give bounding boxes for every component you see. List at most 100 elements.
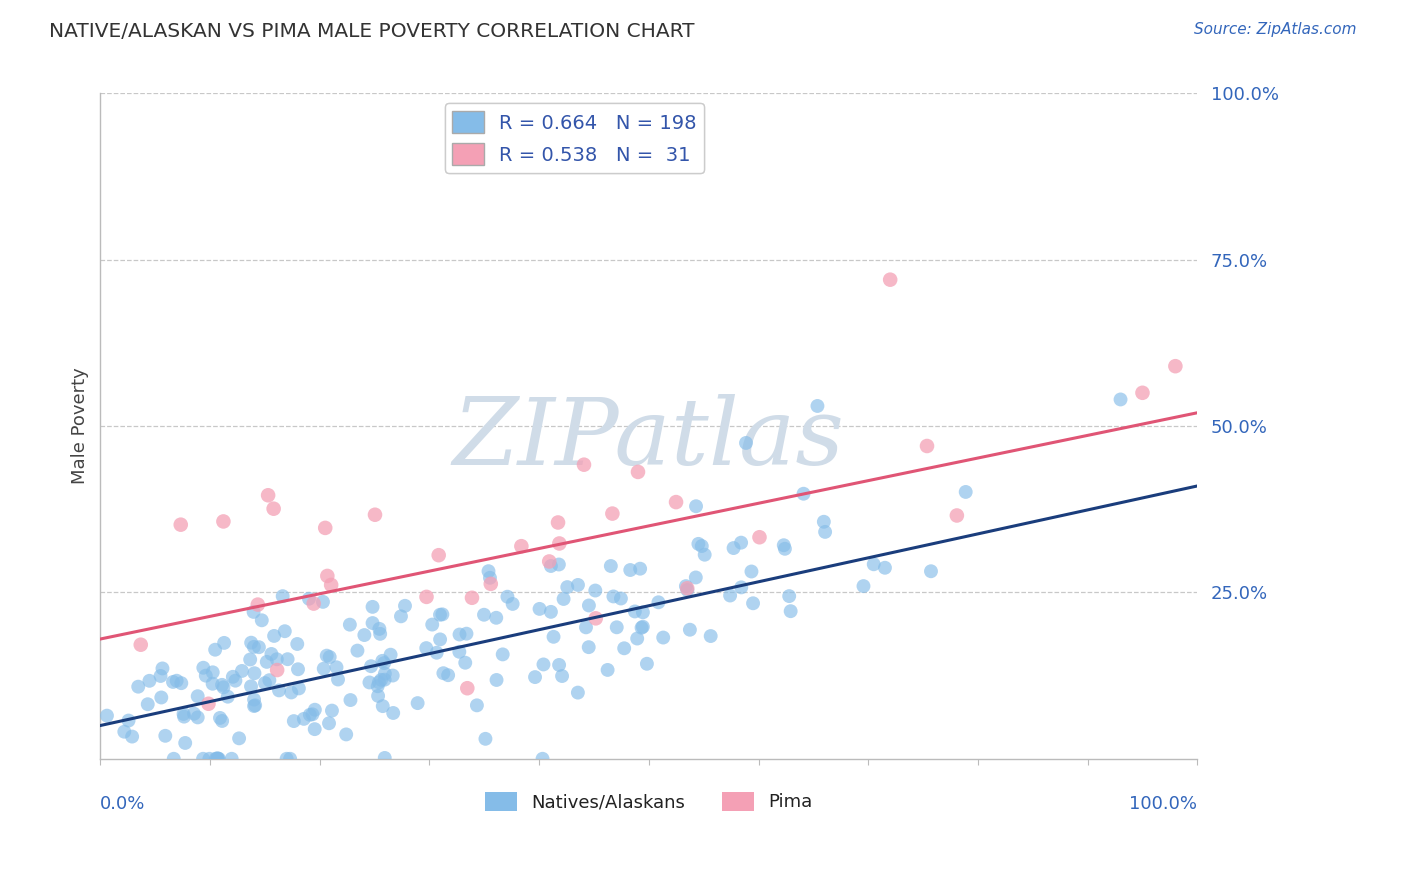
Point — [626, 632, 648, 646]
Point — [624, 604, 647, 618]
Point — [437, 668, 460, 682]
Point — [222, 670, 245, 684]
Point — [429, 607, 451, 622]
Point — [551, 669, 574, 683]
Point — [263, 501, 285, 516]
Point — [271, 589, 294, 603]
Point — [381, 668, 404, 682]
Point — [862, 558, 884, 572]
Point — [485, 611, 508, 625]
Point — [553, 591, 575, 606]
Point — [374, 673, 396, 687]
Point — [243, 698, 266, 713]
Y-axis label: Male Poverty: Male Poverty — [72, 368, 89, 484]
Point — [873, 561, 896, 575]
Point — [243, 666, 266, 681]
Point — [150, 690, 173, 705]
Point — [304, 703, 326, 717]
Point — [613, 641, 636, 656]
Point — [191, 752, 214, 766]
Point — [474, 731, 496, 746]
Point — [361, 616, 384, 631]
Point — [538, 554, 561, 568]
Point — [748, 530, 770, 544]
Point — [174, 736, 197, 750]
Point — [170, 517, 193, 532]
Point — [371, 699, 394, 714]
Point — [183, 706, 205, 721]
Point — [693, 548, 716, 562]
Point — [688, 537, 710, 551]
Point — [221, 752, 243, 766]
Point — [267, 683, 290, 698]
Point — [415, 590, 437, 604]
Point — [283, 714, 305, 728]
Point — [461, 591, 484, 605]
Point — [321, 704, 343, 718]
Point — [773, 541, 796, 556]
Point — [730, 535, 752, 549]
Point — [1109, 392, 1132, 407]
Point — [138, 673, 160, 688]
Point — [602, 590, 624, 604]
Point — [285, 637, 308, 651]
Point — [312, 662, 335, 676]
Point — [730, 580, 752, 594]
Text: Source: ZipAtlas.com: Source: ZipAtlas.com — [1194, 22, 1357, 37]
Point — [198, 752, 221, 766]
Point — [212, 681, 235, 695]
Point — [96, 708, 118, 723]
Point — [852, 579, 875, 593]
Point — [204, 642, 226, 657]
Point — [555, 580, 578, 594]
Point — [602, 507, 624, 521]
Point — [315, 648, 337, 663]
Point — [204, 752, 226, 766]
Point — [454, 656, 477, 670]
Point — [259, 673, 281, 688]
Point — [485, 673, 508, 687]
Point — [152, 661, 174, 675]
Point — [187, 710, 209, 724]
Point — [572, 458, 595, 472]
Point — [361, 599, 384, 614]
Point — [675, 579, 697, 593]
Point — [374, 666, 396, 681]
Point — [335, 727, 357, 741]
Point — [540, 605, 562, 619]
Point — [217, 690, 239, 704]
Point — [360, 659, 382, 673]
Point — [772, 538, 794, 552]
Point — [205, 752, 228, 766]
Point — [449, 627, 471, 641]
Point — [406, 696, 429, 710]
Point — [676, 583, 699, 598]
Point — [429, 632, 451, 647]
Point — [630, 621, 652, 635]
Point — [253, 676, 276, 690]
Point — [1132, 385, 1154, 400]
Point — [531, 752, 554, 766]
Point — [610, 591, 633, 606]
Point — [263, 629, 285, 643]
Point — [231, 664, 253, 678]
Point — [127, 680, 149, 694]
Point — [547, 558, 569, 572]
Point — [420, 617, 443, 632]
Point — [472, 607, 495, 622]
Point — [193, 661, 215, 675]
Point — [740, 565, 762, 579]
Point — [647, 595, 669, 609]
Point — [292, 712, 315, 726]
Point — [496, 590, 519, 604]
Point — [201, 665, 224, 680]
Point — [276, 752, 298, 766]
Point — [240, 679, 263, 693]
Point — [243, 640, 266, 654]
Point — [301, 707, 323, 722]
Point — [243, 692, 266, 706]
Point — [394, 599, 416, 613]
Point — [201, 677, 224, 691]
Point — [479, 577, 502, 591]
Point — [389, 609, 412, 624]
